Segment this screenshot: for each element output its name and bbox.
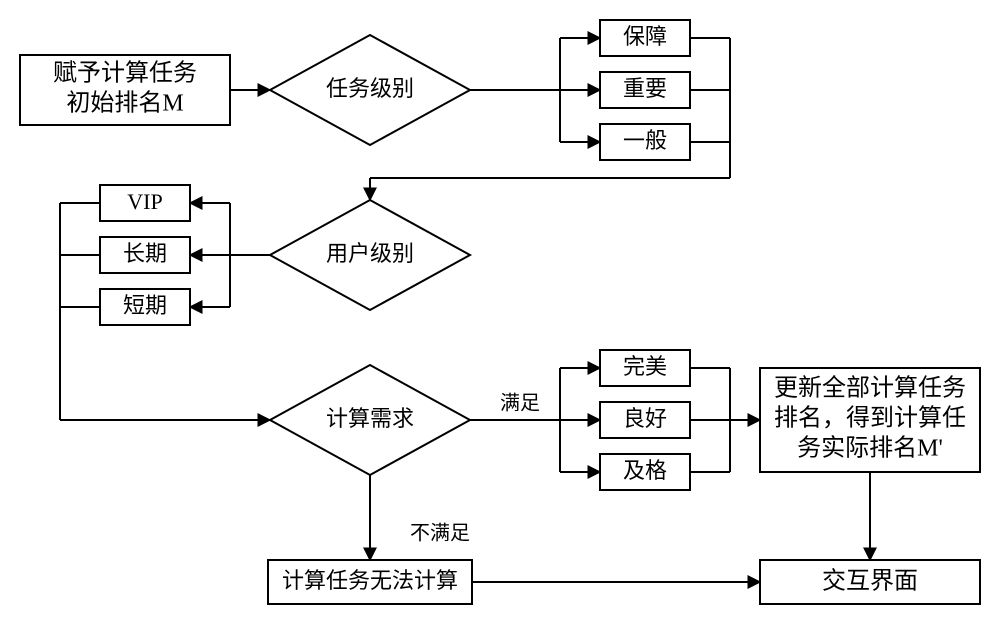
node-comp_req-text: 计算需求 — [326, 406, 414, 431]
node-task_a-text: 保障 — [623, 24, 667, 49]
node-update-text-2: 务实际排名M' — [797, 435, 943, 462]
node-task_c-text: 一般 — [623, 128, 667, 153]
node-req_c-text: 及格 — [623, 458, 667, 483]
node-start-text-1: 初始排名M — [66, 90, 183, 117]
node-task_lvl-text: 任务级别 — [326, 76, 414, 101]
flowchart-canvas: 赋予计算任务初始排名M 任务级别 保障重要一般用户级别 VIP 长期短期计算需求 完美良好… — [0, 0, 1000, 632]
edge-label-not_satisfy: 不满足 — [410, 522, 470, 545]
node-update-text-1: 排名，得到计算任 — [774, 405, 966, 432]
node-user_b-text: 长期 — [123, 241, 167, 266]
node-user_lvl-text: 用户级别 — [326, 241, 414, 266]
node-start-text-0: 赋予计算任务 — [53, 60, 197, 87]
node-req_b-text: 良好 — [623, 406, 667, 431]
node-user_a-text: VIP — [127, 189, 162, 214]
node-fail-text: 计算任务无法计算 — [282, 568, 458, 593]
edge-label-satisfy: 满足 — [500, 392, 540, 415]
node-ui-text: 交互界面 — [822, 568, 918, 595]
node-update-text-0: 更新全部计算任务 — [774, 375, 966, 402]
node-req_a-text: 完美 — [623, 354, 667, 379]
node-task_b-text: 重要 — [623, 76, 667, 101]
node-user_c-text: 短期 — [123, 293, 167, 318]
